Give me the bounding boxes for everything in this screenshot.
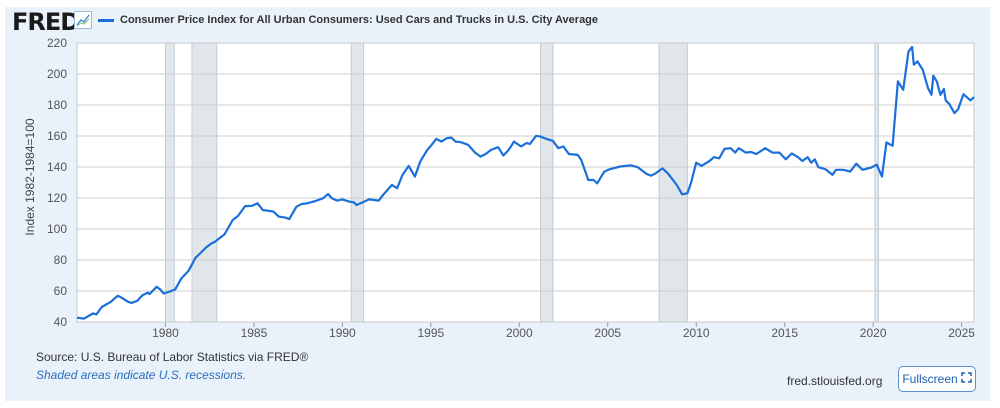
plot-area <box>77 43 974 322</box>
recession-band <box>164 42 175 323</box>
fullscreen-label: Fullscreen <box>902 372 958 386</box>
fullscreen-button[interactable]: Fullscreen <box>898 366 976 392</box>
x-tick-label: 2005 <box>594 326 621 340</box>
expand-icon <box>960 372 972 386</box>
line-chart-icon <box>74 11 92 29</box>
x-tick-label: 1990 <box>329 326 356 340</box>
x-tick-label: 2000 <box>506 326 533 340</box>
recession-band <box>191 42 218 323</box>
chart-legend: Consumer Price Index for All Urban Consu… <box>98 14 598 26</box>
y-tick-label: 160 <box>47 129 67 143</box>
y-tick-label: 220 <box>47 36 67 50</box>
recession-band <box>658 42 688 323</box>
x-tick-label: 1985 <box>241 326 268 340</box>
y-tick-label: 100 <box>47 222 67 236</box>
y-tick-label: 200 <box>47 67 67 81</box>
series-line <box>76 45 975 320</box>
x-tick-label: 1980 <box>152 326 179 340</box>
fred-logo[interactable]: FRED <box>12 8 80 36</box>
x-tick-label: 1995 <box>417 326 444 340</box>
y-tick-label: 140 <box>47 160 67 174</box>
recession-band <box>540 42 554 323</box>
recession-band <box>874 42 879 323</box>
source-text: Source: U.S. Bureau of Labor Statistics … <box>36 350 309 364</box>
x-tick-label: 2010 <box>683 326 710 340</box>
x-tick-label: 2020 <box>860 326 887 340</box>
site-link[interactable]: fred.stlouisfed.org <box>787 374 883 388</box>
x-tick-label: 2025 <box>948 326 975 340</box>
y-tick-label: 120 <box>47 191 67 205</box>
legend-swatch <box>98 18 114 22</box>
y-tick-label: 60 <box>54 284 68 298</box>
y-tick-label: 80 <box>54 253 68 267</box>
y-tick-label: 40 <box>54 315 68 329</box>
x-tick-label: 2015 <box>771 326 798 340</box>
recession-note: Shaded areas indicate U.S. recessions. <box>36 368 247 382</box>
legend-label: Consumer Price Index for All Urban Consu… <box>120 14 599 26</box>
recession-band <box>350 42 365 323</box>
y-tick-label: 180 <box>47 98 67 112</box>
plot-border <box>76 42 975 323</box>
